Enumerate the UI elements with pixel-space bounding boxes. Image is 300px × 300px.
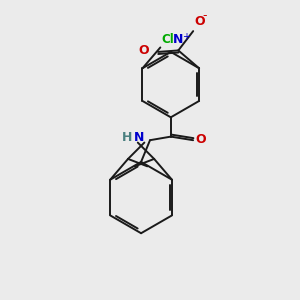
Text: Cl: Cl bbox=[162, 33, 175, 46]
Text: O: O bbox=[196, 133, 206, 146]
Text: H: H bbox=[122, 131, 132, 144]
Text: -: - bbox=[203, 9, 207, 22]
Text: O: O bbox=[138, 44, 148, 57]
Text: O: O bbox=[195, 15, 205, 28]
Text: N: N bbox=[134, 131, 144, 144]
Text: N: N bbox=[173, 33, 184, 46]
Text: +: + bbox=[182, 32, 190, 41]
